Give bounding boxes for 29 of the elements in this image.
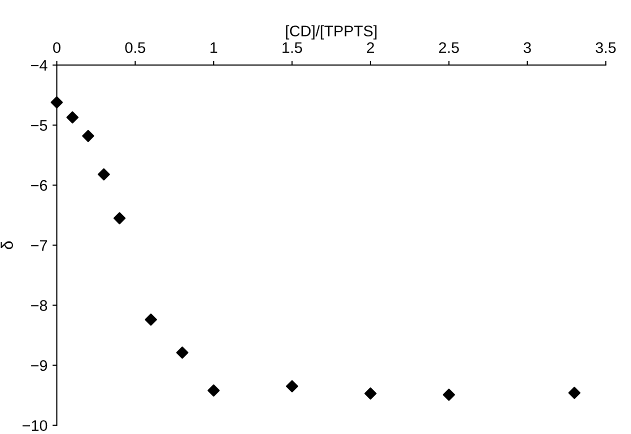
y-tick-label: −4 bbox=[31, 60, 48, 71]
x-tick-label: 3.5 bbox=[596, 42, 616, 54]
x-tick-label: 0.5 bbox=[125, 42, 146, 54]
x-tick-label: 2 bbox=[367, 42, 374, 53]
point bbox=[442, 388, 455, 401]
point bbox=[176, 346, 188, 359]
point bbox=[66, 111, 79, 124]
y-tick-label: −5 bbox=[31, 120, 48, 131]
x-tick-label: 2.5 bbox=[439, 42, 459, 54]
point bbox=[568, 386, 580, 399]
point bbox=[113, 212, 126, 224]
y-axis-title: δ bbox=[0, 241, 13, 250]
x-tick-label: 0 bbox=[53, 42, 60, 54]
point bbox=[364, 387, 377, 400]
point bbox=[98, 168, 110, 180]
y-tick-label: −9 bbox=[31, 360, 48, 371]
x-tick-label: 1 bbox=[210, 42, 218, 53]
x-tick-label: 1.5 bbox=[282, 42, 302, 54]
x-tick-label: 3 bbox=[524, 42, 531, 54]
y-tick-label: −7 bbox=[31, 240, 47, 251]
y-tick-label: −6 bbox=[31, 180, 48, 191]
point bbox=[50, 96, 63, 108]
point bbox=[286, 380, 298, 392]
point bbox=[82, 130, 94, 142]
point bbox=[208, 384, 220, 397]
y-tick-label: −10 bbox=[22, 420, 48, 432]
x-axis-title: [CD]/[TPPTS] bbox=[286, 25, 376, 40]
y-tick-label: −8 bbox=[31, 300, 48, 311]
point bbox=[144, 314, 157, 326]
